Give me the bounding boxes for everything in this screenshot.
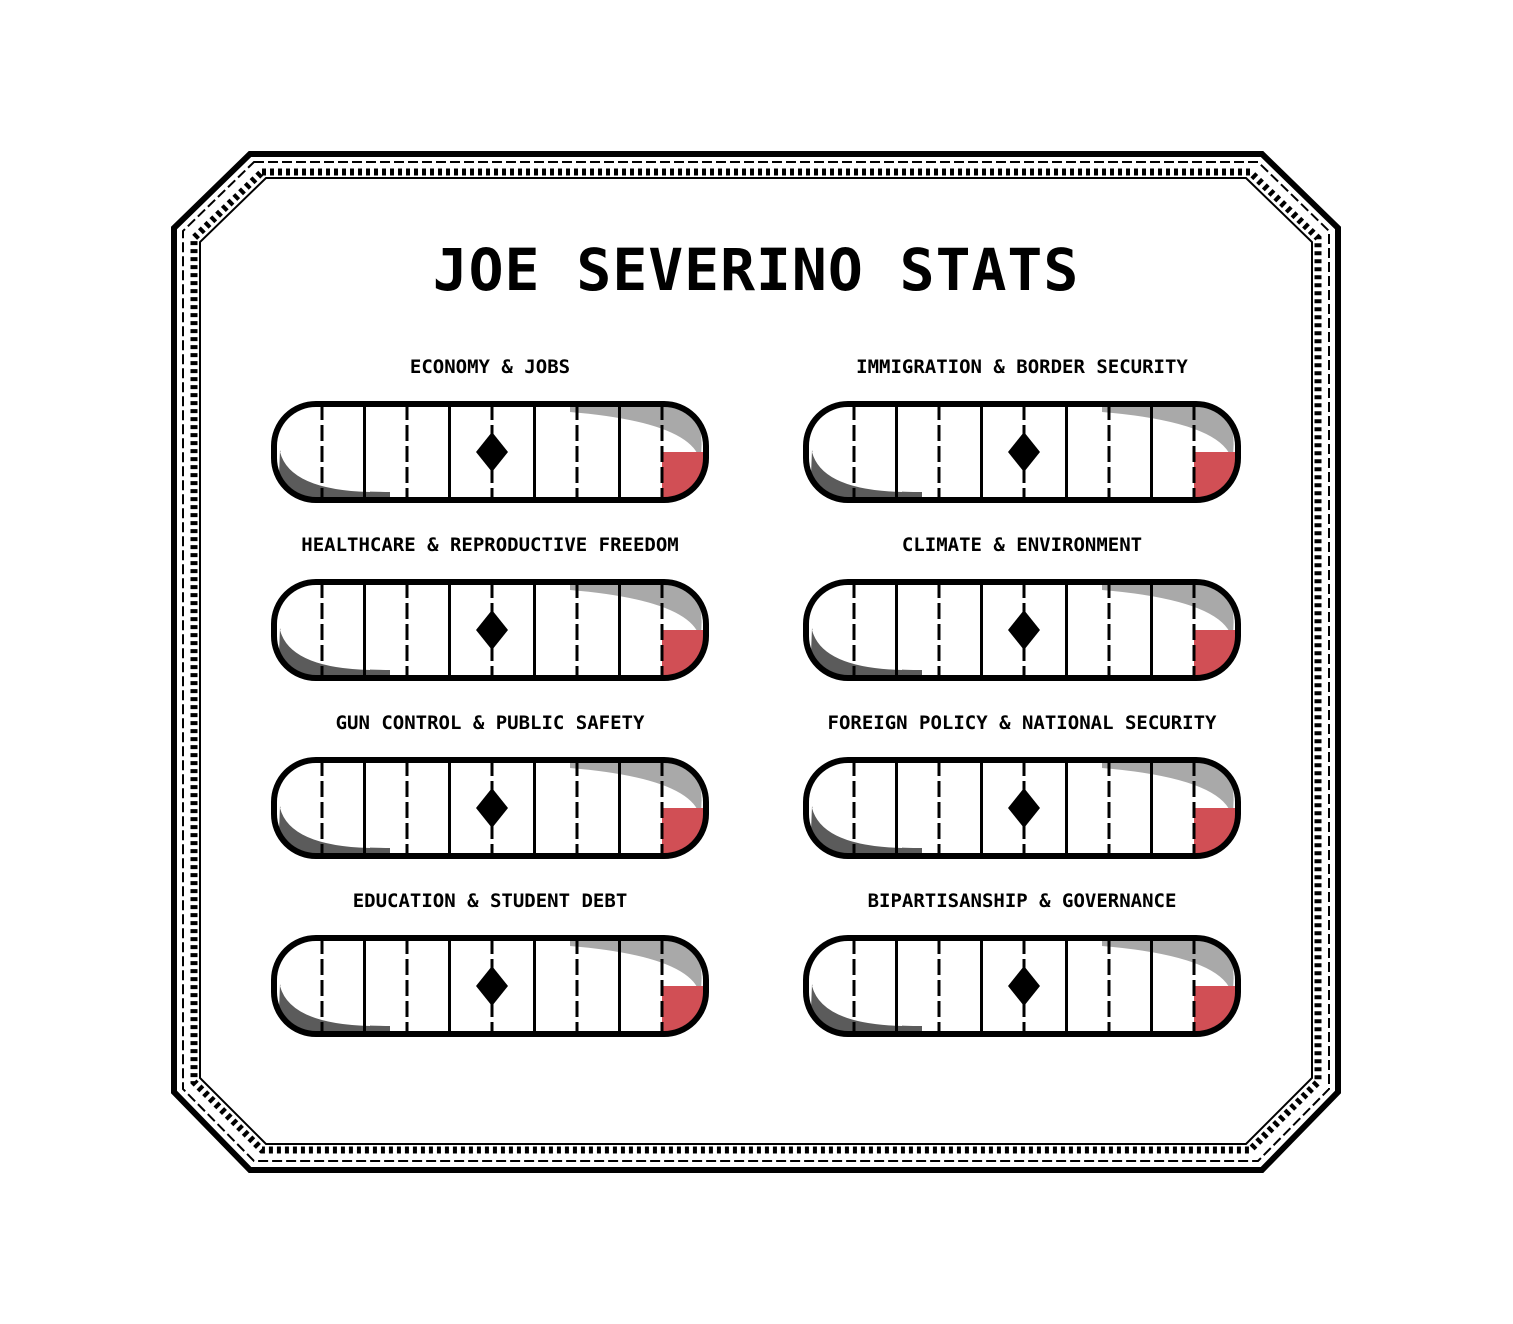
stat-label: EDUCATION & STUDENT DEBT — [352, 890, 628, 912]
meter-shade — [810, 450, 922, 500]
meter-glare — [1102, 406, 1234, 460]
meter-glare — [570, 940, 702, 994]
meter-glare — [1102, 584, 1234, 638]
meter-shade — [810, 628, 922, 678]
stat-meter — [802, 934, 1242, 1038]
meter-outline — [803, 579, 1241, 681]
meter-glare — [570, 406, 702, 460]
meter-outline — [271, 757, 709, 859]
meter-marker-diamond-icon — [1008, 788, 1040, 828]
meter-shade — [278, 806, 390, 856]
meter-glare — [570, 584, 702, 638]
stat-label: BIPARTISANSHIP & GOVERNANCE — [867, 890, 1177, 912]
stat-label: GUN CONTROL & PUBLIC SAFETY — [335, 712, 645, 734]
stat-label: ECONOMY & JOBS — [409, 356, 571, 378]
meter-outline — [803, 935, 1241, 1037]
stat-meter — [270, 578, 710, 682]
meter-outline — [803, 757, 1241, 859]
meter-glare — [1102, 762, 1234, 816]
meter-outline — [803, 401, 1241, 503]
meter-marker-diamond-icon — [1008, 432, 1040, 472]
stat-meter — [802, 756, 1242, 860]
stat-label: CLIMATE & ENVIRONMENT — [901, 534, 1143, 556]
meter-outline — [271, 401, 709, 503]
meter-marker-diamond-icon — [1008, 966, 1040, 1006]
stat-meter — [802, 400, 1242, 504]
stat-label: HEALTHCARE & REPRODUCTIVE FREEDOM — [301, 534, 679, 556]
meter-marker-diamond-icon — [476, 432, 508, 472]
meter-glare — [1102, 940, 1234, 994]
meter-shade — [810, 984, 922, 1034]
stat-meter — [270, 756, 710, 860]
meter-marker-diamond-icon — [476, 788, 508, 828]
stat-meter — [270, 934, 710, 1038]
meter-shade — [278, 450, 390, 500]
page-title: JOE SEVERINO STATS — [432, 236, 1080, 304]
stat-label: IMMIGRATION & BORDER SECURITY — [856, 356, 1188, 378]
meter-outline — [271, 935, 709, 1037]
stat-meter — [802, 578, 1242, 682]
meter-glare — [570, 762, 702, 816]
meter-marker-diamond-icon — [476, 966, 508, 1006]
meter-outline — [271, 579, 709, 681]
meter-shade — [810, 806, 922, 856]
meter-shade — [278, 984, 390, 1034]
meter-marker-diamond-icon — [476, 610, 508, 650]
stat-label: FOREIGN POLICY & NATIONAL SECURITY — [827, 712, 1217, 734]
meter-marker-diamond-icon — [1008, 610, 1040, 650]
stat-meter — [270, 400, 710, 504]
meter-shade — [278, 628, 390, 678]
